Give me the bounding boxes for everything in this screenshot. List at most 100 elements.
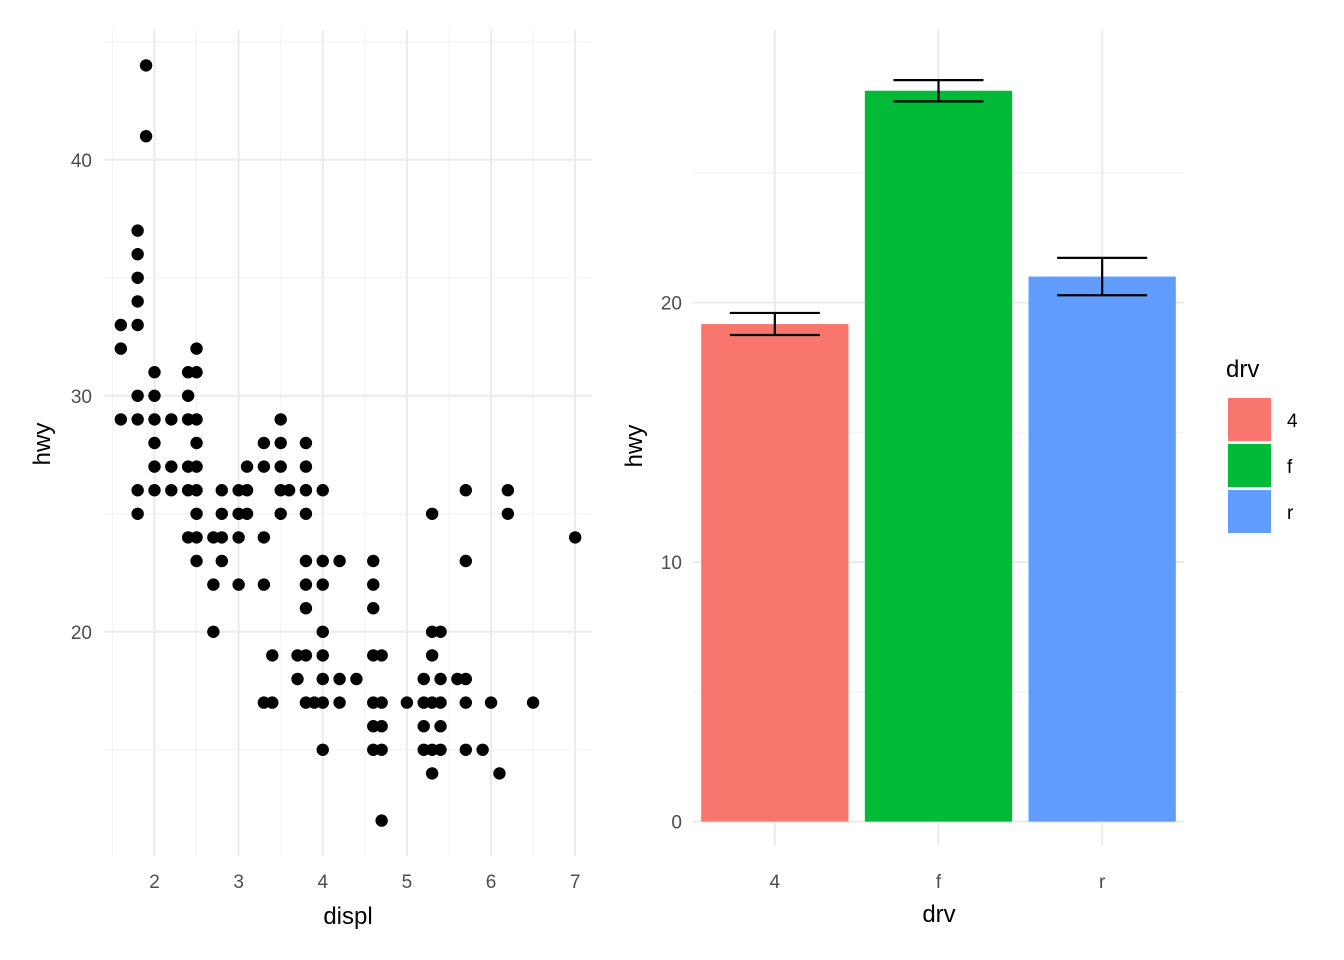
scatter-point [232, 531, 245, 544]
scatter-point [190, 342, 203, 355]
scatter-point [299, 436, 313, 450]
scatter-point [257, 531, 271, 544]
scatter-point [274, 460, 287, 473]
scatter-point [139, 130, 153, 143]
bar-x-tick-label: f [936, 872, 942, 893]
scatter-point [148, 436, 161, 450]
scatter-point [148, 366, 161, 379]
scatter-point [190, 366, 203, 379]
scatter-point [459, 696, 472, 709]
scatter-point [316, 554, 329, 568]
scatter-point [333, 672, 346, 686]
scatter-x-tick-label: 3 [233, 872, 244, 893]
legend-item-f: f [1228, 444, 1293, 487]
scatter-point [215, 531, 228, 544]
scatter-point [114, 413, 128, 426]
scatter-point [434, 672, 447, 686]
scatter-points [114, 59, 582, 827]
scatter-point [476, 743, 489, 756]
scatter-point [240, 507, 254, 520]
scatter-point [190, 554, 203, 568]
scatter-point [266, 649, 279, 662]
scatter-point [165, 484, 178, 497]
scatter-x-tick-label: 7 [570, 872, 581, 893]
scatter-point [350, 672, 363, 686]
scatter-point [316, 672, 329, 686]
bar-x-tick-label: 4 [770, 872, 781, 893]
scatter-point [165, 413, 178, 426]
scatter-point [257, 578, 271, 591]
scatter-y-axis-title: hwy [29, 423, 56, 466]
scatter-point [484, 696, 498, 709]
scatter-point [215, 507, 228, 520]
error-bar-r [1057, 256, 1148, 297]
scatter-x-tick-label: 2 [149, 872, 160, 893]
scatter-point [257, 436, 271, 450]
bar-y-axis-title: hwy [621, 425, 648, 468]
bar-x-tick-label: r [1099, 872, 1106, 893]
scatter-point [131, 295, 144, 308]
scatter-point [316, 484, 329, 497]
scatter-point [148, 389, 161, 402]
scatter-point [316, 743, 329, 756]
bar-panel: 4 f r 0 10 20 drv hwy [621, 30, 1184, 928]
scatter-point [316, 578, 329, 591]
legend: drv 4 f r [1226, 356, 1298, 533]
scatter-point [316, 649, 329, 662]
scatter-point [367, 602, 380, 615]
scatter-point [459, 672, 472, 686]
scatter-point [299, 507, 313, 520]
bar-y-tick-labels: 0 10 20 [661, 294, 682, 834]
scatter-point [459, 554, 472, 568]
scatter-point [114, 342, 128, 355]
scatter-point [367, 578, 380, 591]
scatter-point [459, 484, 472, 497]
scatter-point [425, 649, 439, 662]
scatter-point [434, 625, 447, 638]
scatter-point [375, 720, 388, 733]
legend-item-4: 4 [1228, 398, 1298, 441]
scatter-point [114, 318, 128, 332]
scatter-point [131, 507, 144, 520]
scatter-point [131, 413, 144, 426]
scatter-point [207, 625, 220, 638]
bar-error-bars [729, 78, 1148, 337]
bar-y-tick-label: 0 [671, 813, 682, 834]
scatter-point [299, 578, 313, 591]
scatter-x-tick-label: 5 [402, 872, 413, 893]
scatter-point [131, 318, 144, 332]
scatter-point [367, 554, 380, 568]
scatter-point [266, 696, 279, 709]
scatter-point [299, 554, 313, 568]
scatter-point [190, 507, 203, 520]
legend-title: drv [1226, 356, 1259, 383]
scatter-point [274, 507, 287, 520]
scatter-point [282, 484, 296, 497]
scatter-point [434, 696, 447, 709]
bar-y-tick-label: 10 [661, 553, 682, 574]
scatter-point [274, 413, 287, 426]
scatter-point [526, 696, 540, 709]
scatter-point [333, 554, 346, 568]
scatter-point [333, 696, 346, 709]
bar-y-tick-label: 20 [661, 294, 682, 315]
scatter-x-tick-label: 4 [317, 872, 328, 893]
scatter-point [215, 554, 228, 568]
scatter-point [240, 484, 254, 497]
scatter-point [190, 484, 203, 497]
scatter-point [299, 484, 313, 497]
scatter-point [139, 59, 153, 72]
scatter-point [375, 696, 388, 709]
scatter-point [299, 460, 313, 473]
error-bar-4 [729, 311, 820, 337]
scatter-y-tick-label: 20 [71, 623, 92, 644]
bar-x-axis-title: drv [922, 901, 955, 928]
legend-items: 4 f r [1228, 398, 1298, 533]
scatter-point [190, 413, 203, 426]
scatter-point [568, 531, 582, 544]
scatter-point [425, 767, 439, 780]
legend-swatch [1228, 398, 1271, 441]
scatter-gridlines [104, 30, 592, 856]
scatter-y-tick-label: 30 [71, 387, 92, 408]
scatter-point [190, 436, 203, 450]
